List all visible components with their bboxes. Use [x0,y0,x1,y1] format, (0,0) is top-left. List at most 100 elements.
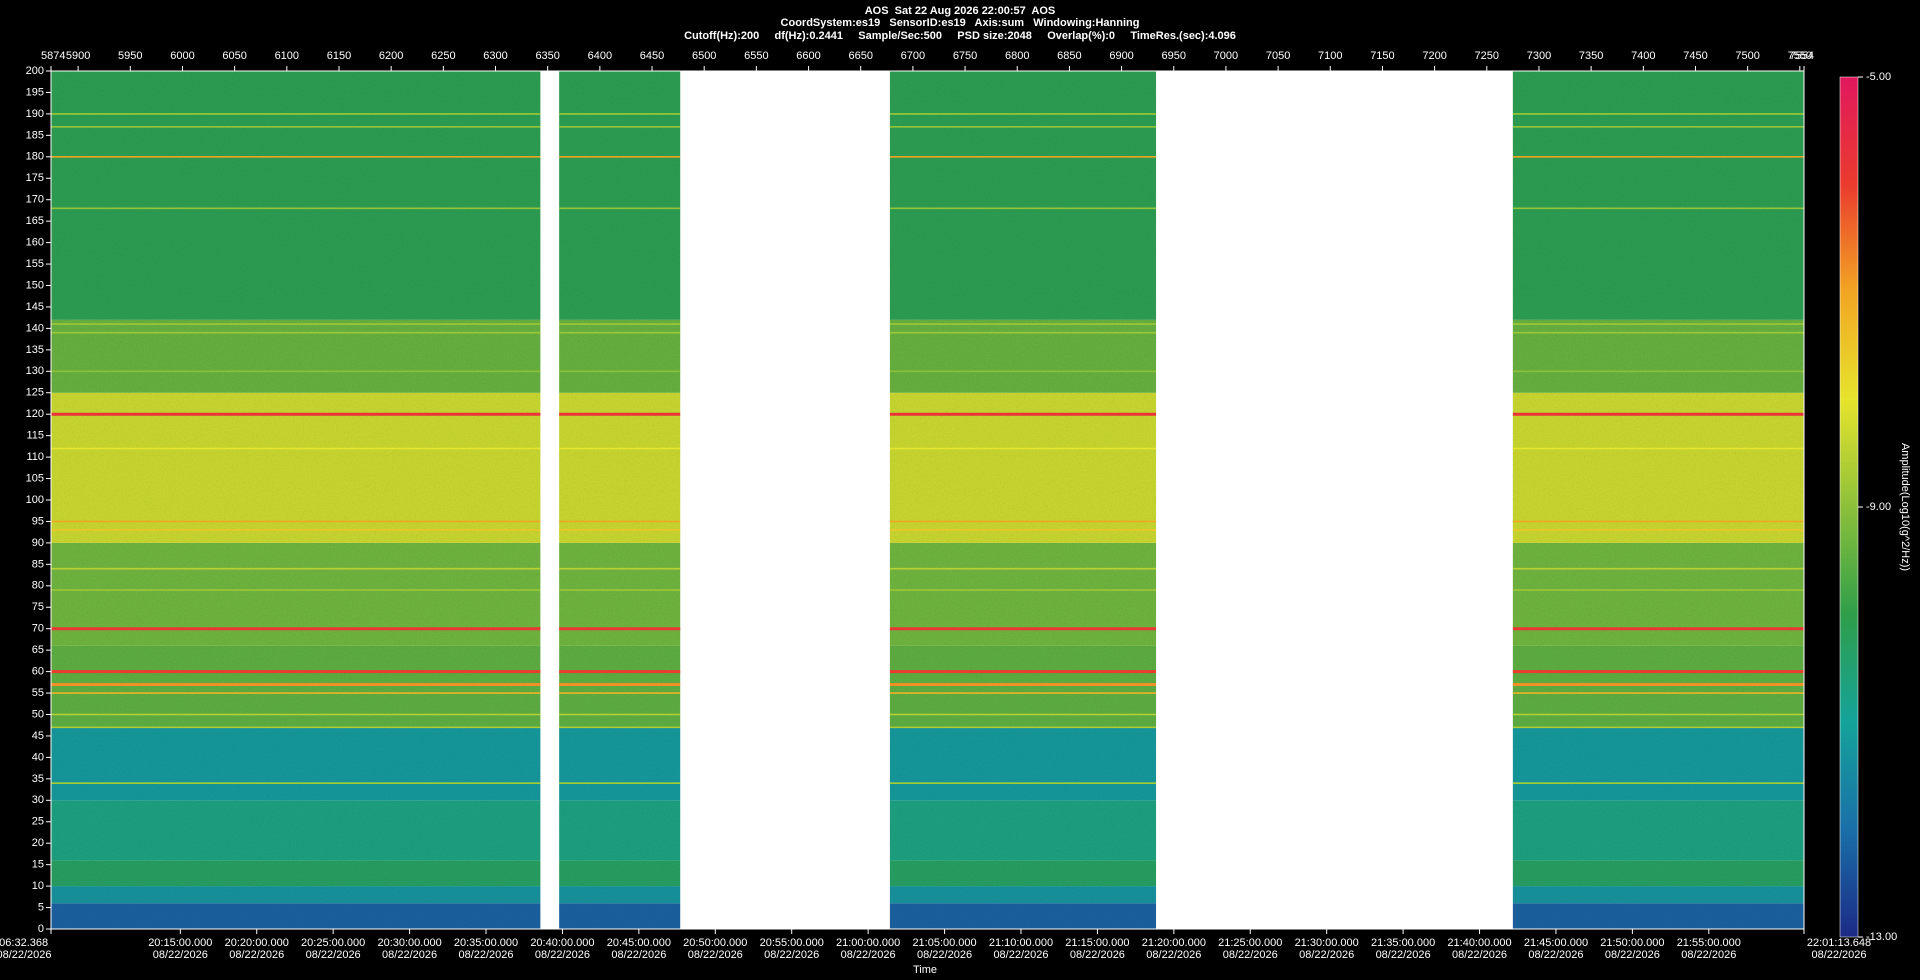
y-tick-label: 115 [26,430,44,442]
y-tick-label: 140 [26,322,44,334]
time-tick-label: 21:30:00.000 [1295,937,1359,949]
y-tick-label: 15 [32,859,44,871]
x-tick-label: 7150 [1370,50,1394,62]
x-tick-label: 6700 [901,50,925,62]
x-tick-label: 5900 [66,50,90,62]
colorbar-tick-label: -13.00 [1866,931,1897,943]
y-tick-label: 40 [32,751,44,763]
y-tick-label: 180 [26,151,44,163]
x-tick-label: 6500 [692,50,716,62]
y-tick-label: 100 [26,494,44,506]
colorbar-label: Amplitude(Log10(g^2/Hz)) [1899,443,1911,571]
time-tick-date: 08/22/2026 [382,949,437,961]
info-line: CoordSystem:es19 SensorID:es19 Axis:sum … [781,17,1140,29]
x-tick-label: 6650 [848,50,872,62]
y-tick-label: 195 [26,86,44,98]
noise-texture [889,71,1157,929]
y-tick-label: 30 [32,794,44,806]
x-tick-label: 7554 [1790,50,1814,62]
y-tick-label: 175 [26,172,44,184]
time-tick-label: 21:25:00.000 [1218,937,1282,949]
data-segment [1512,71,1804,929]
y-tick-label: 120 [26,408,44,420]
time-tick-date: 08/22/2026 [841,949,896,961]
time-tick-label: 20:55:00.000 [760,937,824,949]
y-tick-label: 55 [32,687,44,699]
x-tick-label: 7350 [1579,50,1603,62]
time-tick-date: 08/22/2026 [917,949,972,961]
time-tick-date: 08/22/2026 [535,949,590,961]
x-tick-label: 6150 [327,50,351,62]
x-tick-label: 7300 [1527,50,1551,62]
time-tick-date: 08/22/2026 [1681,949,1736,961]
time-tick-label: 21:10:00.000 [989,937,1053,949]
time-tick-label: 20:30:00.000 [377,937,441,949]
y-tick-label: 200 [26,65,44,77]
time-tick-label: 21:00:00.000 [836,937,900,949]
x-tick-label: 7250 [1475,50,1499,62]
y-tick-label: 5 [38,901,44,913]
time-tick-label: 21:50:00.000 [1600,937,1664,949]
time-tick-label: 20:50:00.000 [683,937,747,949]
x-tick-label: 6200 [379,50,403,62]
data-segment [889,71,1157,929]
y-tick-label: 90 [32,537,44,549]
x-tick-label: 7100 [1318,50,1342,62]
colorbar-tick-label: -5.00 [1866,71,1891,83]
noise-texture [559,71,681,929]
time-tick-date: 08/22/2026 [993,949,1048,961]
time-tick-date: 08/22/2026 [764,949,819,961]
x-tick-label: 6600 [796,50,820,62]
time-tick-label: 20:15:00.000 [148,937,212,949]
y-tick-label: 45 [32,730,44,742]
x-tick-label: 6750 [953,50,977,62]
y-tick-label: 50 [32,708,44,720]
x-tick-label: 6250 [431,50,455,62]
x-tick-label: 6450 [640,50,664,62]
time-tick-label: 20:06:32.368 [0,937,48,949]
y-tick-label: 105 [26,472,44,484]
time-tick-label: 20:25:00.000 [301,937,365,949]
y-tick-label: 135 [26,344,44,356]
x-tick-label: 6100 [275,50,299,62]
x-tick-label: 7400 [1631,50,1655,62]
x-tick-label: 5950 [118,50,142,62]
time-tick-date: 08/22/2026 [611,949,666,961]
x-tick-label: 7450 [1683,50,1707,62]
y-tick-label: 35 [32,773,44,785]
y-tick-label: 125 [26,387,44,399]
x-tick-label: 6950 [1162,50,1186,62]
time-tick-date: 08/22/2026 [1811,949,1866,961]
y-tick-label: 150 [26,279,44,291]
x-tick-label: 7050 [1266,50,1290,62]
x-tick-label: 7000 [1214,50,1238,62]
y-tick-label: 145 [26,301,44,313]
x-tick-label: 6400 [588,50,612,62]
x-tick-label: 6350 [535,50,559,62]
time-tick-label: 22:01:13.648 [1807,937,1871,949]
time-tick-label: 21:45:00.000 [1524,937,1588,949]
y-tick-label: 80 [32,580,44,592]
y-tick-label: 155 [26,258,44,270]
y-tick-label: 160 [26,237,44,249]
x-tick-label: 6800 [1005,50,1029,62]
y-tick-label: 75 [32,601,44,613]
noise-texture [51,71,541,929]
y-tick-label: 10 [32,880,44,892]
y-tick-label: 95 [32,515,44,527]
y-tick-label: 0 [38,923,44,935]
x-tick-label: 6300 [483,50,507,62]
time-tick-label: 21:20:00.000 [1142,937,1206,949]
time-tick-date: 08/22/2026 [306,949,361,961]
y-tick-label: 85 [32,558,44,570]
x-tick-label: 6900 [1109,50,1133,62]
x-tick-label: 6000 [170,50,194,62]
time-tick-label: 20:20:00.000 [225,937,289,949]
x-tick-label: 5874 [41,50,65,62]
colorbar-tick-label: -9.00 [1866,501,1891,513]
time-tick-label: 20:40:00.000 [530,937,594,949]
y-tick-label: 25 [32,816,44,828]
time-tick-date: 08/22/2026 [1299,949,1354,961]
chart-title: AOS Sat 22 Aug 2026 22:00:57 AOS [865,5,1056,17]
time-tick-date: 08/22/2026 [1146,949,1201,961]
